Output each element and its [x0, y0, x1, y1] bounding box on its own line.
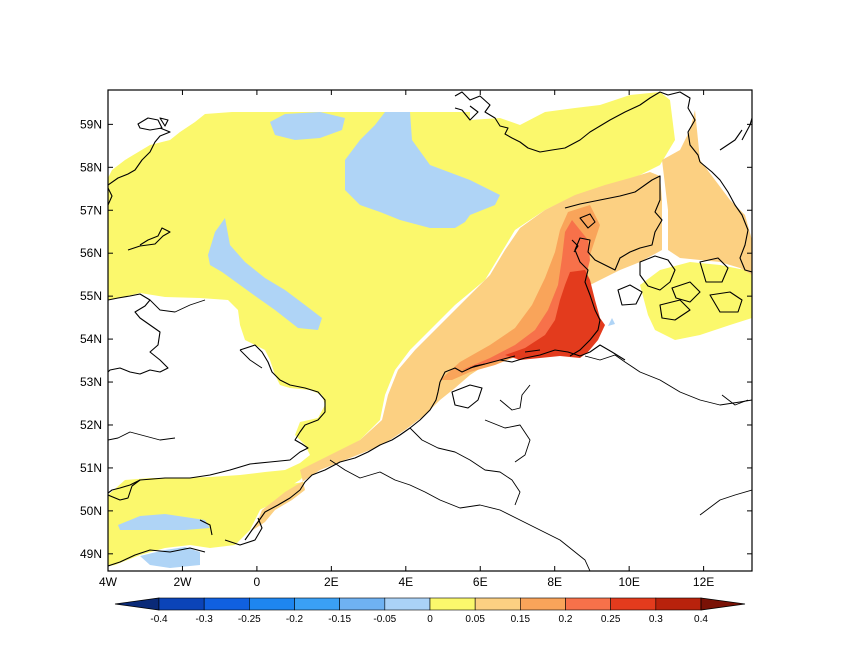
colorbar-label: -0.2 — [286, 614, 304, 625]
field-blue-channel — [118, 514, 210, 530]
x-tick-label: 2E — [324, 575, 339, 589]
x-tick-label: 10E — [618, 575, 639, 589]
coast-frisian — [469, 349, 541, 369]
colorbar-swatch — [203, 597, 250, 611]
colorbar-swatch — [474, 597, 521, 611]
x-tick-label: 4E — [398, 575, 413, 589]
colorbar-label: -0.15 — [328, 614, 351, 625]
field-yellow-denmark — [640, 262, 752, 340]
colorbar-label: 0.15 — [511, 614, 531, 625]
colorbar-label: -0.3 — [196, 614, 214, 625]
y-axis: 49N 50N 51N 52N 53N 54N 55N 56N 57N 58N 59N — [80, 117, 752, 561]
y-tick-label: 55N — [80, 289, 102, 303]
field-red — [505, 270, 605, 360]
y-tick-label: 50N — [80, 504, 102, 518]
colorbar-swatch — [429, 597, 476, 611]
coastlines — [108, 91, 752, 571]
colorbar-label: 0.05 — [465, 614, 485, 625]
field-yellow-channel — [108, 482, 305, 558]
x-tick-label: 0 — [254, 575, 261, 589]
coast-jutland — [564, 175, 663, 357]
colorbar-swatch — [610, 597, 657, 611]
field-yellow — [108, 92, 675, 566]
x-tick-label: 4W — [99, 575, 118, 589]
colorbar-swatch — [384, 597, 431, 611]
colorbar-swatch — [520, 597, 566, 611]
borders — [108, 299, 752, 571]
y-tick-label: 58N — [80, 160, 102, 174]
colorbar-label: -0.4 — [150, 614, 168, 625]
shaded-field — [108, 92, 752, 568]
field-orange-light-east — [662, 110, 752, 275]
field-orange — [440, 205, 600, 380]
colorbar-swatch — [339, 597, 386, 611]
field-blue-lake — [608, 318, 615, 326]
colorbar-extend-high — [700, 597, 746, 611]
field-blue-north2 — [345, 112, 500, 228]
x-tick-label: 2W — [173, 575, 192, 589]
colorbar-label: 0 — [427, 614, 433, 625]
coast-norway — [454, 91, 701, 163]
colorbar-swatch — [565, 597, 611, 611]
y-tick-label: 51N — [80, 461, 102, 475]
colorbar: -0.4 -0.3 -0.25 -0.2 -0.15 -0.05 0 0.05 0.15 0.2 0… — [114, 597, 746, 625]
x-axis: 4W 2W 0 2E 4E 6E 8E 10E 12E — [99, 90, 714, 589]
map-frame — [107, 89, 753, 572]
field-blue-brittany — [140, 547, 200, 568]
colorbar-label: 0.3 — [649, 614, 663, 625]
coast-danish-islands — [617, 255, 743, 321]
y-tick-label: 49N — [80, 547, 102, 561]
colorbar-label: 0.25 — [601, 614, 621, 625]
colorbar-label: 0.2 — [559, 614, 573, 625]
colorbar-swatch — [655, 597, 702, 611]
coast-britain — [108, 127, 326, 494]
colorbar-label: -0.25 — [238, 614, 261, 625]
y-tick-label: 52N — [80, 418, 102, 432]
y-tick-label: 59N — [80, 117, 102, 131]
colorbar-swatch — [294, 597, 340, 611]
y-tick-label: 56N — [80, 246, 102, 260]
colorbar-swatch — [249, 597, 295, 611]
coast-orkney — [137, 117, 169, 131]
colorbar-label: 0.4 — [694, 614, 708, 625]
x-tick-label: 6E — [473, 575, 488, 589]
y-tick-label: 53N — [80, 375, 102, 389]
coast-lowcountries — [244, 344, 626, 541]
x-tick-label: 8E — [547, 575, 562, 589]
y-tick-label: 54N — [80, 332, 102, 346]
x-tick-label: 12E — [693, 575, 714, 589]
y-tick-label: 57N — [80, 203, 102, 217]
field-blue-north1 — [270, 112, 345, 140]
field-blue-dogger — [208, 218, 322, 330]
coast-sweden — [699, 117, 752, 273]
colorbar-swatch — [158, 597, 205, 611]
coast-france — [108, 479, 263, 567]
colorbar-label: -0.05 — [373, 614, 396, 625]
colorbar-extend-low — [114, 597, 160, 611]
